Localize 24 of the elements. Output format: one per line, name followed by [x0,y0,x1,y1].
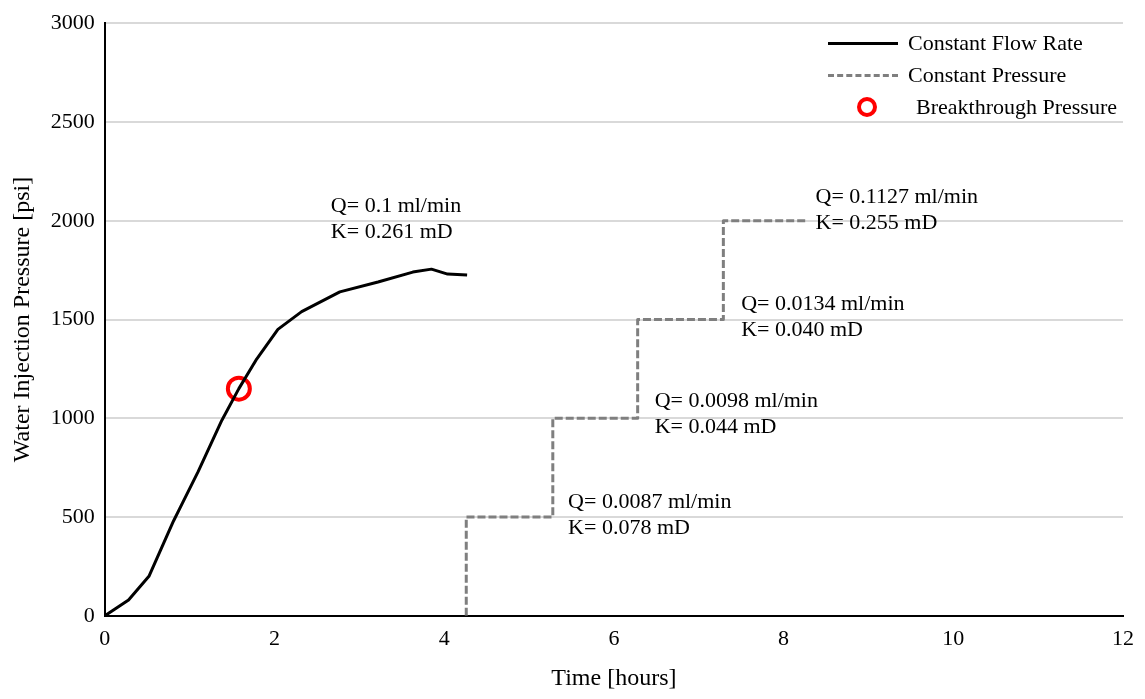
x-tick-label: 0 [99,624,111,650]
y-tick-label: 3000 [50,8,95,34]
y-tick-label: 1500 [50,305,95,331]
annotation: Q= 0.1127 ml/min K= 0.255 mD [815,182,979,234]
y-axis-title: Water Injection Pressure [psi] [7,176,34,463]
x-tick-label: 2 [269,624,280,650]
x-tick-label: 8 [778,624,790,650]
y-tick-label: 1000 [50,404,95,430]
x-axis-title: Time [hours] [551,663,677,690]
x-tick-label: 10 [942,624,965,650]
x-tick-label: 12 [1112,624,1134,650]
legend-label: Breakthrough Pressure [916,94,1118,121]
annotation: Q= 0.0098 ml/min K= 0.044 mD [654,387,818,439]
annotation: Q= 0.0087 ml/min K= 0.078 mD [568,488,732,540]
legend-label: Constant Flow Rate [908,30,1083,57]
x-tick-label: 6 [608,624,620,650]
annotation: Q= 0.0134 ml/min K= 0.040 mD [741,289,905,341]
y-tick-label: 2000 [50,206,95,232]
y-tick-label: 500 [61,502,95,528]
legend-label: Constant Pressure [908,62,1067,89]
y-tick-label: 0 [83,601,95,627]
x-tick-label: 4 [438,624,450,650]
annotation: Q= 0.1 ml/min K= 0.261 mD [330,191,462,243]
y-tick-label: 2500 [50,107,95,133]
